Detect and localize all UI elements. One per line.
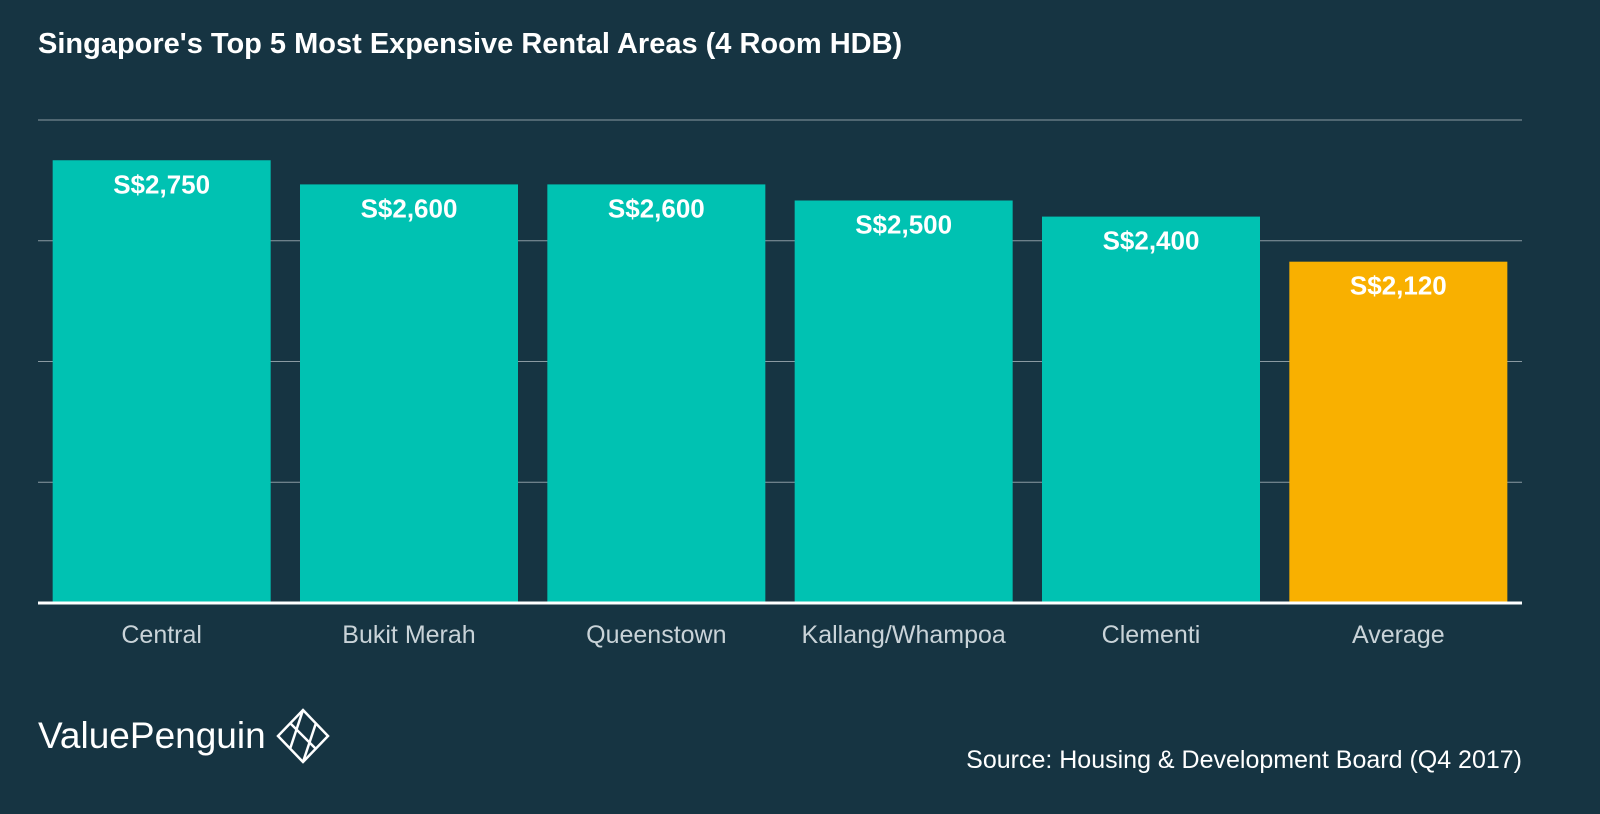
data-label: S$2,600 (361, 193, 458, 223)
bar-queenstown (547, 184, 766, 603)
data-label: S$2,120 (1350, 271, 1447, 301)
x-tick-label: Queenstown (586, 621, 726, 649)
brand-logo: ValuePenguin (38, 708, 330, 764)
data-label: S$2,750 (113, 169, 210, 199)
bar-kallang-whampoa (794, 200, 1013, 603)
bar-central (52, 160, 271, 603)
valuepenguin-diamond-icon (275, 708, 330, 764)
data-label: S$2,500 (855, 210, 952, 240)
bar-clementi (1042, 216, 1260, 603)
x-tick-label: Average (1352, 621, 1445, 649)
x-tick-label: Bukit Merah (342, 621, 475, 649)
bar-bukit-merah (300, 184, 518, 603)
source-note: Source: Housing & Development Board (Q4 … (966, 746, 1522, 774)
bar-average (1289, 261, 1508, 603)
data-label: S$2,600 (608, 193, 705, 223)
x-tick-label: Kallang/Whampoa (802, 621, 1006, 649)
data-label: S$2,400 (1103, 226, 1200, 256)
chart-title: Singapore's Top 5 Most Expensive Rental … (38, 28, 903, 60)
x-tick-label: Clementi (1102, 621, 1201, 649)
brand-name: ValuePenguin (38, 715, 266, 756)
x-tick-label: Central (121, 621, 202, 649)
